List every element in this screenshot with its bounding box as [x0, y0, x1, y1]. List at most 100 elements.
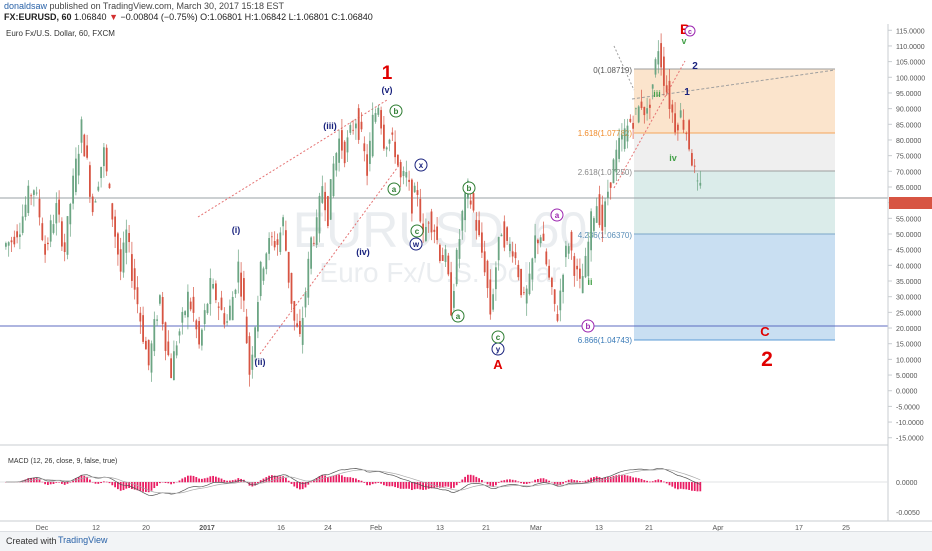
macd-histogram-bar: [447, 482, 449, 487]
macd-histogram-bar: [534, 480, 536, 483]
macd-label: MACD (12, 26, close, 9, false, true): [8, 458, 117, 465]
candle-body: [117, 233, 119, 254]
macd-histogram-bar: [61, 482, 63, 484]
macd-histogram-bar: [279, 476, 281, 482]
macd-histogram-bar: [428, 482, 430, 489]
candle-body: [671, 104, 673, 112]
macd-histogram-bar: [193, 476, 195, 482]
candle-body: [610, 182, 612, 187]
candle-body: [531, 258, 533, 279]
macd-histogram-bar: [190, 476, 192, 483]
candle-body: [215, 283, 217, 300]
price-tick-label: 30.0000: [896, 295, 921, 302]
macd-histogram-bar: [442, 482, 444, 488]
macd-histogram-bar: [271, 475, 273, 482]
wave-label-pc: c: [688, 29, 692, 36]
candle-body: [361, 122, 363, 130]
candle-body: [540, 237, 542, 243]
macd-histogram-bar: [355, 478, 357, 482]
candle-body: [414, 186, 416, 192]
macd-histogram-bar: [520, 482, 522, 483]
price-chart[interactable]: EURUSD, 60 Euro Fx/U.S. Dollar 0(1.08719…: [0, 24, 932, 531]
tradingview-logo[interactable]: TradingView: [58, 535, 108, 545]
candle-body: [442, 255, 444, 261]
macd-histogram-bar: [386, 482, 388, 486]
candle-body: [11, 240, 13, 242]
candle-body: [100, 167, 102, 178]
candle-body: [61, 221, 63, 246]
candle-body: [604, 201, 606, 227]
candle-body: [243, 278, 245, 301]
macd-histogram-bar: [114, 482, 116, 487]
candle-body: [30, 195, 32, 196]
candle-body: [498, 237, 500, 260]
macd-histogram-bar: [50, 482, 52, 484]
price-tick-label: 90.0000: [896, 107, 921, 114]
candle-body: [666, 85, 668, 92]
macd-histogram-bar: [109, 482, 111, 483]
candle-body: [274, 241, 276, 247]
macd-histogram-bar: [411, 482, 413, 490]
macd-histogram-bar: [453, 482, 455, 488]
footer-bar: Created with TradingView: [0, 531, 932, 551]
candle-body: [545, 251, 547, 264]
candle-body: [212, 284, 214, 288]
macd-histogram-bar: [333, 476, 335, 483]
candle-body: [249, 336, 251, 375]
candle-body: [327, 196, 329, 226]
candle-body: [492, 294, 494, 309]
wave-label-C: C: [760, 324, 770, 339]
macd-histogram-bar: [635, 478, 637, 483]
price-tick-label: 50.0000: [896, 232, 921, 239]
macd-histogram-bar: [383, 482, 385, 485]
price-tick-label: 100.0000: [896, 75, 925, 82]
candle-body: [39, 199, 41, 218]
price-change: −0.00804 (−0.75%): [121, 12, 198, 22]
candle-body: [221, 298, 223, 310]
fib-zone-blue: [634, 234, 835, 340]
macd-histogram-bar: [638, 478, 640, 482]
macd-histogram-bar: [335, 475, 337, 482]
candle-body: [229, 306, 231, 320]
candle-body: [641, 102, 643, 108]
macd-histogram-bar: [478, 478, 480, 482]
macd-histogram-bar: [201, 479, 203, 482]
price-tick-label: 10.0000: [896, 357, 921, 364]
macd-histogram-bar: [204, 478, 206, 482]
macd-histogram-bar: [372, 482, 374, 484]
candle-body: [237, 262, 239, 283]
wave-label-A: A: [493, 357, 503, 372]
candle-body: [72, 176, 74, 204]
macd-histogram-bar: [498, 482, 500, 483]
candle-body: [565, 246, 567, 257]
author-link[interactable]: donaldsaw: [4, 1, 47, 11]
macd-histogram-bar: [212, 476, 214, 482]
macd-scale: 0.0000-0.0050: [896, 480, 920, 517]
macd-histogram-bar: [151, 482, 153, 491]
price-tick-label: 85.0000: [896, 122, 921, 129]
macd-histogram-bar: [67, 482, 69, 484]
candle-body: [190, 302, 192, 310]
candle-body: [562, 275, 564, 292]
candle-body: [81, 119, 83, 142]
macd-histogram-bar: [324, 476, 326, 483]
wave-label-x: x: [419, 161, 424, 170]
macd-histogram-bar: [296, 482, 298, 488]
macd-histogram-bar: [599, 477, 601, 482]
macd-histogram-bar: [361, 481, 363, 483]
candle-body: [36, 193, 38, 194]
price-tick-label: 45.0000: [896, 248, 921, 255]
macd-histogram-bar: [632, 477, 634, 482]
macd-histogram-bar: [436, 482, 438, 487]
macd-histogram-bar: [358, 480, 360, 482]
candle-body: [646, 108, 648, 113]
macd-histogram-bar: [529, 482, 531, 483]
macd-histogram-bar: [223, 480, 225, 482]
macd-histogram-bar: [685, 482, 687, 489]
macd-histogram-bar: [669, 482, 671, 485]
macd-histogram-bar: [657, 479, 659, 482]
candle-body: [543, 234, 545, 241]
candle-body: [226, 321, 228, 322]
macd-histogram-bar: [450, 482, 452, 488]
price-scale[interactable]: 115.0000110.0000105.0000100.000095.00009…: [888, 28, 925, 442]
